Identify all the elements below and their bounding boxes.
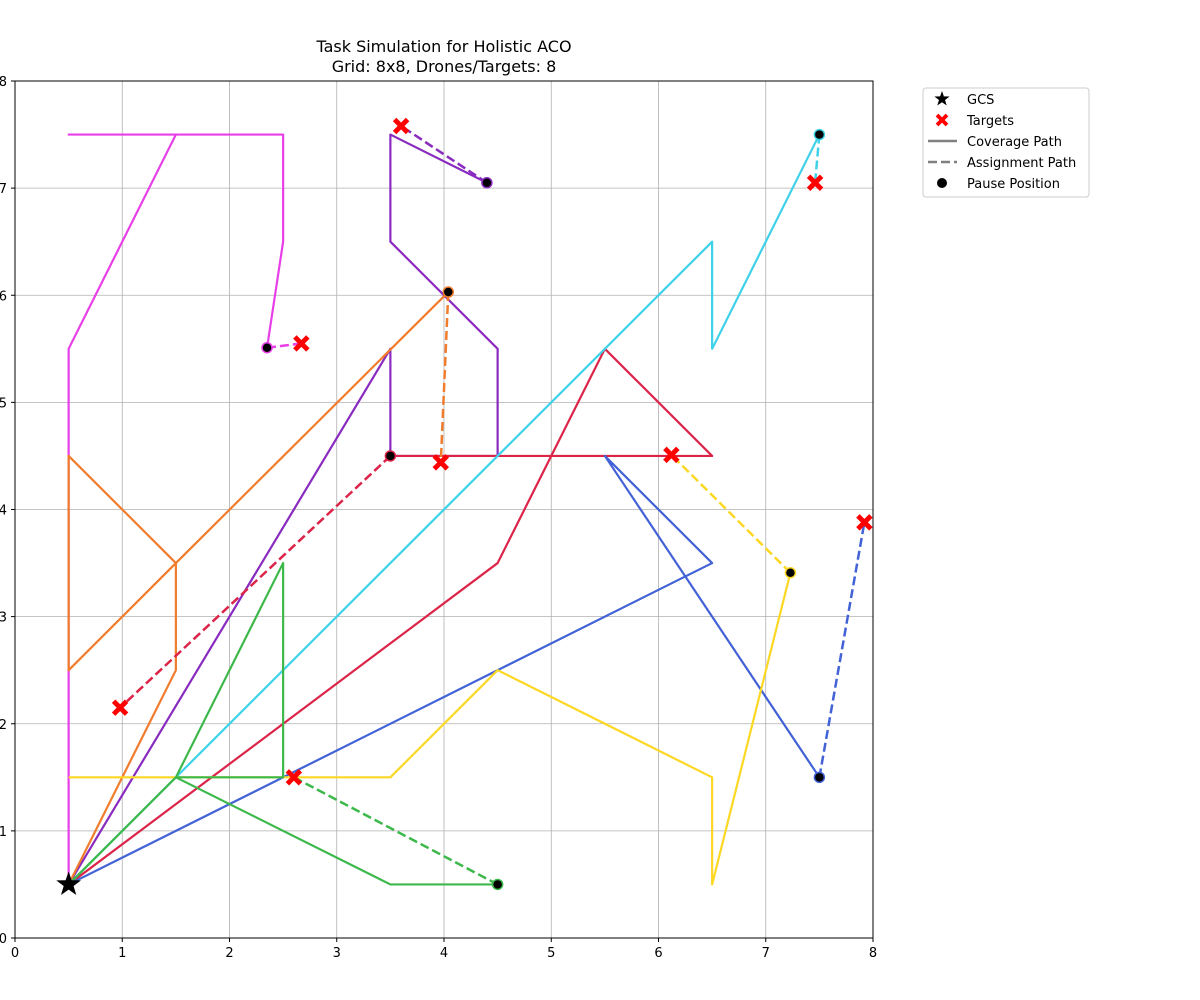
target-x-stroke: [856, 514, 873, 531]
target-x-stroke: [285, 769, 303, 786]
y-tick-label: 7: [0, 182, 7, 197]
target-x-stroke: [111, 699, 129, 716]
legend-label-assignment-path: Assignment Path: [967, 156, 1076, 171]
y-tick-label: 8: [0, 75, 7, 90]
legend-label-gcs: GCS: [967, 93, 994, 108]
pause-position-8: [491, 878, 504, 891]
x-tick-label: 6: [654, 946, 662, 961]
pause-position-2: [481, 177, 493, 189]
assignment-path-drone-1: [266, 342, 302, 349]
y-tick-label: 0: [0, 932, 7, 947]
coverage-path-drone-8: [67, 561, 498, 886]
target-marker-2: [392, 117, 410, 135]
gcs-star-marker: [56, 871, 81, 895]
pause-position-7: [784, 566, 797, 579]
legend-label-coverage-path: Coverage Path: [967, 135, 1062, 150]
coverage-paths: [67, 133, 821, 886]
x-tick-label: 4: [440, 946, 448, 961]
x-tick-label: 0: [11, 946, 19, 961]
assignment-path-drone-5: [813, 134, 821, 183]
x-tick-label: 8: [869, 946, 877, 961]
assignment-path-drone-4: [119, 455, 392, 709]
target-marker-3: [432, 454, 450, 471]
assignment-path-drone-3: [439, 291, 450, 463]
legend-entry-assignment-path: Assignment Path: [928, 156, 1076, 171]
y-tick-label: 6: [0, 289, 7, 304]
legend-entry-targets: Targets: [935, 113, 1014, 129]
pause-position-5: [813, 128, 826, 141]
pause-position-4: [384, 450, 397, 462]
target-marker-8: [285, 769, 303, 786]
target-x-stroke: [663, 446, 680, 464]
target-marker-5: [806, 174, 824, 191]
chart-title-line-1: Task Simulation for Holistic ACO: [315, 37, 571, 56]
target-marker-1: [293, 335, 310, 352]
assignment-path-drone-6: [818, 522, 866, 778]
y-tick-label: 4: [0, 504, 7, 519]
legend-entry-gcs: GCS: [934, 91, 994, 108]
legend: GCS Targets Coverage Path Assignment Pat…: [922, 87, 1090, 198]
legend-x-mark: [935, 113, 949, 127]
target-x-stroke: [392, 117, 410, 135]
x-tick-label: 7: [762, 946, 770, 961]
y-tick-label: 1: [0, 825, 7, 840]
target-x-stroke: [935, 113, 949, 127]
legend-star-icon: [934, 91, 950, 106]
assignment-paths: [119, 124, 866, 886]
legend-x-icon: [935, 113, 949, 127]
markers: [56, 117, 873, 895]
y-tick-label: 3: [0, 611, 7, 626]
coverage-path-drone-6: [68, 454, 821, 886]
target-x-stroke: [806, 174, 824, 191]
target-x-stroke: [432, 454, 450, 471]
x-tick-label: 2: [225, 946, 233, 961]
coverage-path-drone-7: [68, 572, 792, 886]
chart-title-line-2: Grid: 8x8, Drones/Targets: 8: [332, 57, 557, 76]
legend-label-pause-position: Pause Position: [967, 177, 1060, 192]
y-tick-label: 5: [0, 396, 7, 411]
target-x-stroke: [293, 335, 310, 352]
target-marker-6: [856, 514, 873, 531]
plot-series: [56, 117, 873, 895]
coverage-path-drone-5: [67, 134, 821, 886]
axis-ticks: 0 1 2 3 4 5 6 7 8 0 1 2 3 4 5 6 7 8: [0, 75, 877, 961]
pause-position-1: [261, 341, 273, 354]
x-tick-label: 3: [333, 946, 341, 961]
target-marker-7: [663, 446, 680, 464]
coverage-path-drone-1: [67, 133, 285, 885]
legend-box: [922, 87, 1090, 198]
coverage-path-drone-3: [67, 291, 450, 885]
pause-position-3: [442, 286, 455, 298]
legend-label-targets: Targets: [966, 114, 1014, 129]
assignment-path-drone-7: [670, 453, 792, 574]
legend-dot-icon: [937, 178, 947, 188]
y-tick-label: 2: [0, 718, 7, 733]
assignment-path-drone-2: [400, 124, 488, 184]
pause-position-6: [813, 771, 826, 784]
legend-entry-pause-position: Pause Position: [937, 177, 1060, 192]
x-tick-label: 5: [547, 946, 555, 961]
x-tick-label: 1: [118, 946, 126, 961]
legend-entry-coverage-path: Coverage Path: [928, 135, 1062, 150]
target-marker-4: [111, 699, 129, 716]
plot-frame: [14, 80, 874, 939]
coverage-path-drone-2: [67, 133, 499, 886]
